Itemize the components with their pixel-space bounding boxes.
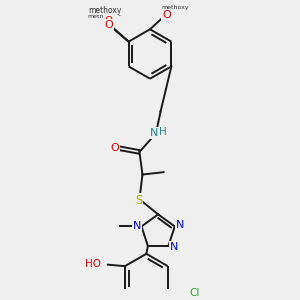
Text: N: N [176, 220, 184, 230]
Text: O: O [162, 10, 171, 20]
Text: N: N [133, 221, 141, 231]
Text: S: S [135, 194, 142, 207]
Text: methoxy: methoxy [88, 14, 115, 19]
Text: N: N [170, 242, 178, 252]
Text: O: O [105, 20, 113, 30]
Text: O: O [105, 16, 113, 26]
Text: methoxy: methoxy [92, 10, 123, 16]
Text: methoxy: methoxy [161, 5, 189, 10]
Text: HO: HO [85, 259, 101, 269]
Text: Cl: Cl [190, 288, 200, 298]
Text: methoxy: methoxy [88, 6, 121, 15]
Text: O: O [111, 143, 119, 153]
Text: N: N [150, 128, 158, 138]
Text: H: H [159, 128, 167, 137]
